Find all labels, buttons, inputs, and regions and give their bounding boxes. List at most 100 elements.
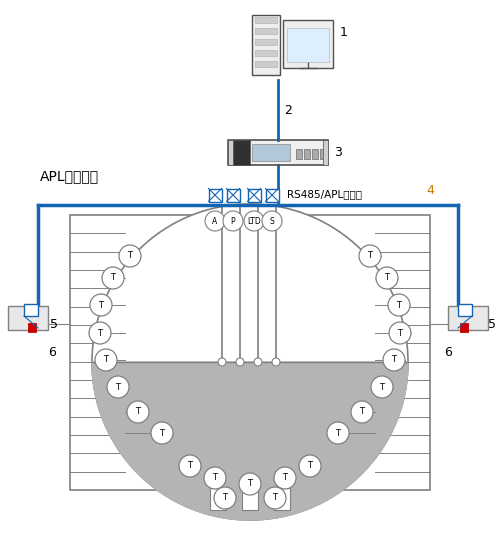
Text: 6: 6 <box>444 346 452 359</box>
Text: T: T <box>384 273 390 282</box>
Circle shape <box>236 358 244 366</box>
Bar <box>255 17 277 23</box>
Text: 5: 5 <box>50 318 58 331</box>
Circle shape <box>204 467 226 489</box>
Text: APL现场网络: APL现场网络 <box>40 169 99 183</box>
Circle shape <box>376 267 398 289</box>
Bar <box>228 140 250 165</box>
Circle shape <box>205 211 225 231</box>
Bar <box>242 488 258 510</box>
Text: P: P <box>230 216 235 225</box>
Text: T: T <box>188 461 192 470</box>
Text: T: T <box>398 328 402 337</box>
Bar <box>28 323 36 332</box>
Text: LTD: LTD <box>247 216 261 225</box>
Bar <box>70 215 430 490</box>
Bar <box>448 306 488 330</box>
Bar <box>255 39 277 45</box>
Text: T: T <box>98 328 102 337</box>
Text: T: T <box>272 493 278 502</box>
Bar <box>304 149 310 159</box>
Circle shape <box>151 422 173 444</box>
Text: 3: 3 <box>334 146 342 159</box>
Circle shape <box>127 401 149 423</box>
Circle shape <box>179 455 201 477</box>
Circle shape <box>119 245 141 267</box>
Circle shape <box>89 322 111 344</box>
Bar <box>252 15 280 75</box>
Bar <box>312 149 318 159</box>
Text: 2: 2 <box>284 104 292 116</box>
Text: 1: 1 <box>340 26 348 38</box>
Text: T: T <box>396 301 402 310</box>
Text: T: T <box>368 252 372 261</box>
Text: T: T <box>222 493 228 502</box>
Circle shape <box>223 211 243 231</box>
Circle shape <box>92 204 408 520</box>
Circle shape <box>102 267 124 289</box>
Circle shape <box>272 358 280 366</box>
Circle shape <box>107 376 129 398</box>
Bar <box>255 28 277 34</box>
Circle shape <box>327 422 349 444</box>
Bar <box>460 323 468 332</box>
Circle shape <box>90 294 112 316</box>
Bar <box>255 61 277 67</box>
Bar <box>8 306 48 330</box>
Circle shape <box>214 487 236 509</box>
Circle shape <box>239 473 261 495</box>
Bar <box>320 149 326 159</box>
Circle shape <box>274 467 296 489</box>
Text: T: T <box>160 428 164 437</box>
Text: S: S <box>270 216 274 225</box>
Circle shape <box>254 358 262 366</box>
Bar <box>208 189 222 201</box>
Circle shape <box>389 322 411 344</box>
Text: T: T <box>110 273 116 282</box>
Bar <box>228 140 233 165</box>
Text: T: T <box>380 382 384 391</box>
Text: T: T <box>128 252 132 261</box>
Text: 4: 4 <box>426 184 434 197</box>
Bar <box>323 140 328 165</box>
Polygon shape <box>92 362 408 520</box>
Text: A: A <box>212 216 218 225</box>
Text: T: T <box>136 407 140 417</box>
Circle shape <box>359 245 381 267</box>
Bar <box>296 149 302 159</box>
Text: 5: 5 <box>488 318 496 331</box>
Text: T: T <box>308 461 312 470</box>
Text: T: T <box>212 474 218 483</box>
Circle shape <box>351 401 373 423</box>
Bar <box>287 28 329 62</box>
Text: T: T <box>360 407 364 417</box>
Text: T: T <box>282 474 288 483</box>
Circle shape <box>218 358 226 366</box>
Text: T: T <box>98 301 103 310</box>
Text: T: T <box>248 480 252 489</box>
Text: T: T <box>392 356 396 365</box>
Bar <box>210 488 226 510</box>
Circle shape <box>371 376 393 398</box>
Text: T: T <box>336 428 340 437</box>
Circle shape <box>264 487 286 509</box>
Text: RS485/APL转换器: RS485/APL转换器 <box>287 189 362 199</box>
Text: T: T <box>116 382 120 391</box>
Bar <box>228 140 328 165</box>
Bar <box>252 144 290 161</box>
Bar <box>274 488 290 510</box>
Circle shape <box>262 211 282 231</box>
Bar <box>266 189 278 201</box>
Text: 6: 6 <box>48 346 56 359</box>
Circle shape <box>383 349 405 371</box>
Bar <box>255 50 277 56</box>
Bar <box>458 304 472 316</box>
Bar <box>283 20 333 68</box>
Text: T: T <box>104 356 108 365</box>
Circle shape <box>299 455 321 477</box>
Bar <box>226 189 239 201</box>
Circle shape <box>244 211 264 231</box>
Bar <box>24 304 38 316</box>
Circle shape <box>388 294 410 316</box>
Bar <box>248 189 260 201</box>
